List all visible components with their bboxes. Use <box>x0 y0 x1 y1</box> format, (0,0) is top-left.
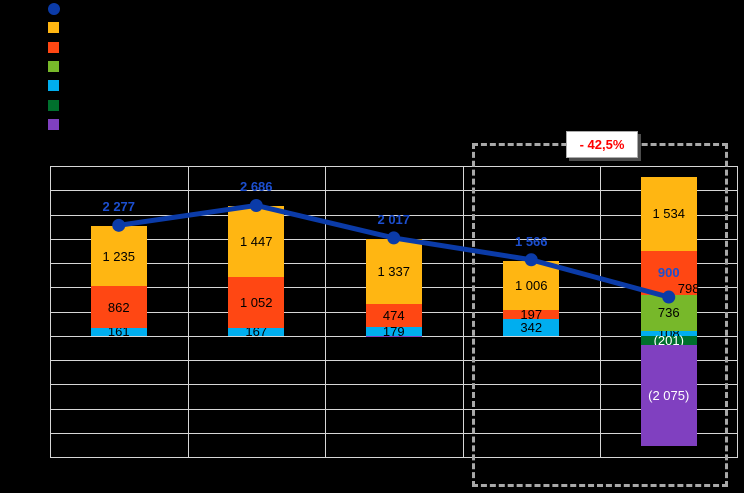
bar-segment-label: 197 <box>520 306 543 322</box>
line-value-label: 2 277 <box>102 199 136 215</box>
gridline-horizontal <box>50 432 738 434</box>
bar-segment-label: 736 <box>657 305 680 321</box>
bar-segment-yellow: 1 447 <box>228 206 285 277</box>
line-series-swatch <box>48 3 60 15</box>
bar-segment-label: 862 <box>107 299 130 315</box>
gridline-horizontal <box>50 166 738 167</box>
highlight-dashed-box <box>472 143 728 487</box>
bar-segment-label: 1 235 <box>102 248 136 264</box>
gridline-vertical <box>50 166 51 457</box>
bar-segment-label: 1 337 <box>377 264 411 280</box>
bar-segment-purple <box>365 335 422 338</box>
bar-segment-cyan: 167 <box>228 324 285 340</box>
bar-segment-label: 474 <box>382 308 405 324</box>
bar-segment-orange: 1 052 <box>228 276 285 328</box>
bar-segment-yellow: 1 337 <box>365 239 422 305</box>
bar-segment-label: 342 <box>520 319 543 335</box>
bar-segment-yellow: 1 235 <box>90 226 147 287</box>
bar-segment-label: (201) <box>653 333 684 349</box>
darkgreen-series-swatch <box>48 99 59 111</box>
bar-segment-cyan: 342 <box>503 319 560 336</box>
orange-series-swatch <box>48 41 59 53</box>
bar-segment-label: 1 052 <box>239 294 273 310</box>
bar-segment-orange: 862 <box>90 286 147 328</box>
bar-segment-label: 1 447 <box>239 234 273 250</box>
gridline-vertical <box>736 166 738 457</box>
bar-segment-label: 167 <box>245 324 268 340</box>
bar-segment-cyan: 161 <box>90 324 147 340</box>
bar-segment-label: 179 <box>382 323 405 339</box>
green-series-swatch <box>48 60 59 72</box>
gridline-horizontal <box>50 408 738 410</box>
yellow-series-swatch <box>48 22 59 34</box>
percent-change-callout: - 42,5% <box>566 131 638 158</box>
line-value-label: 2 017 <box>377 211 411 227</box>
gridline-horizontal <box>50 457 738 458</box>
cyan-series-swatch <box>48 80 59 92</box>
bar-segment-label: 161 <box>107 324 130 340</box>
bar-segment-cyan: 179 <box>365 323 422 339</box>
gridline-horizontal <box>50 360 738 361</box>
gridline-vertical <box>600 166 601 457</box>
gridline-horizontal <box>50 384 738 386</box>
line-value-label: 1 566 <box>514 233 548 249</box>
bar-segment-darkgreen: (201) <box>640 333 697 349</box>
bar-segment-orange: 197 <box>503 306 560 322</box>
percent-change-label: - 42,5% <box>579 137 625 152</box>
bar-segment-purple: (2 075) <box>640 345 697 447</box>
purple-series-swatch <box>48 118 59 130</box>
line-value-label: 2 686 <box>239 179 273 195</box>
gridline-vertical <box>187 166 189 457</box>
gridline-horizontal <box>50 190 738 192</box>
bar-segment-label: (2 075) <box>648 388 690 404</box>
line-value-label: 798 <box>677 281 700 297</box>
gridline-vertical <box>462 166 464 457</box>
bar-segment-orange: 474 <box>365 304 422 328</box>
gridline-vertical <box>325 166 326 457</box>
